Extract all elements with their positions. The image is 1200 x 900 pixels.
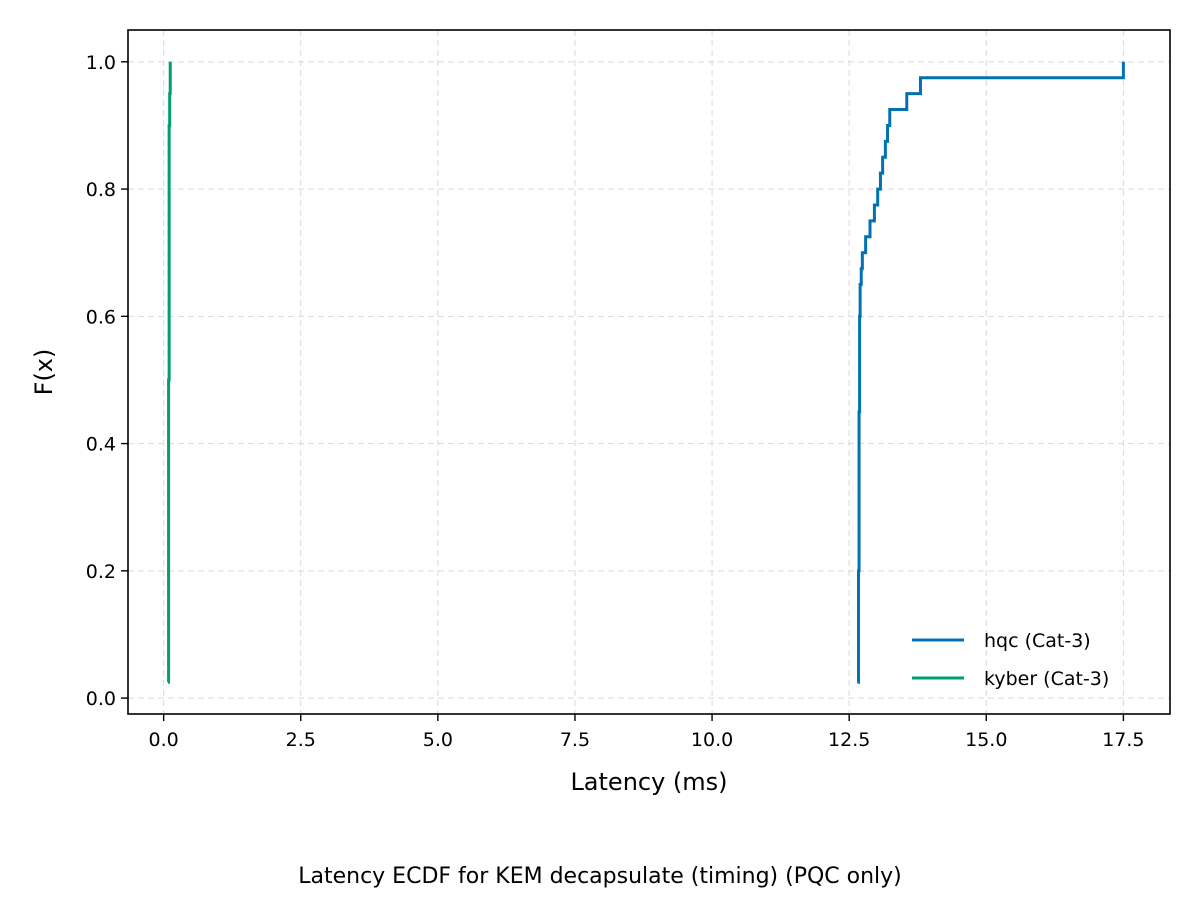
y-tick-label: 0.6 xyxy=(86,306,116,328)
x-axis-ticks: 0.0 2.5 5.0 7.5 10.0 12.5 15.0 17.5 xyxy=(149,714,1145,751)
x-tick-label: 0.0 xyxy=(149,729,179,751)
x-tick-label: 12.5 xyxy=(828,729,870,751)
legend-label: kyber (Cat-3) xyxy=(984,668,1109,690)
x-tick-label: 2.5 xyxy=(286,729,316,751)
y-axis-label: F(x) xyxy=(30,349,58,396)
legend-label: hqc (Cat-3) xyxy=(984,630,1091,652)
x-tick-label: 10.0 xyxy=(691,729,733,751)
y-tick-label: 0.2 xyxy=(86,561,116,583)
grid xyxy=(128,30,1170,714)
y-tick-label: 0.8 xyxy=(86,179,116,201)
x-axis-label: Latency (ms) xyxy=(570,768,727,796)
legend: hqc (Cat-3) kyber (Cat-3) xyxy=(912,630,1109,690)
x-tick-label: 15.0 xyxy=(965,729,1007,751)
series-layer xyxy=(167,61,1125,684)
y-axis-ticks: 0.0 0.2 0.4 0.6 0.8 1.0 xyxy=(86,52,128,710)
series-line-kyber xyxy=(167,61,172,684)
y-tick-label: 0.4 xyxy=(86,434,116,456)
y-tick-label: 1.0 xyxy=(86,52,116,74)
y-tick-label: 0.0 xyxy=(86,688,116,710)
figure-caption: Latency ECDF for KEM decapsulate (timing… xyxy=(298,864,902,889)
plot-frame xyxy=(127,29,1171,715)
x-tick-label: 5.0 xyxy=(423,729,453,751)
x-tick-label: 7.5 xyxy=(560,729,590,751)
x-tick-label: 17.5 xyxy=(1102,729,1144,751)
series-line-hqc xyxy=(857,61,1125,684)
